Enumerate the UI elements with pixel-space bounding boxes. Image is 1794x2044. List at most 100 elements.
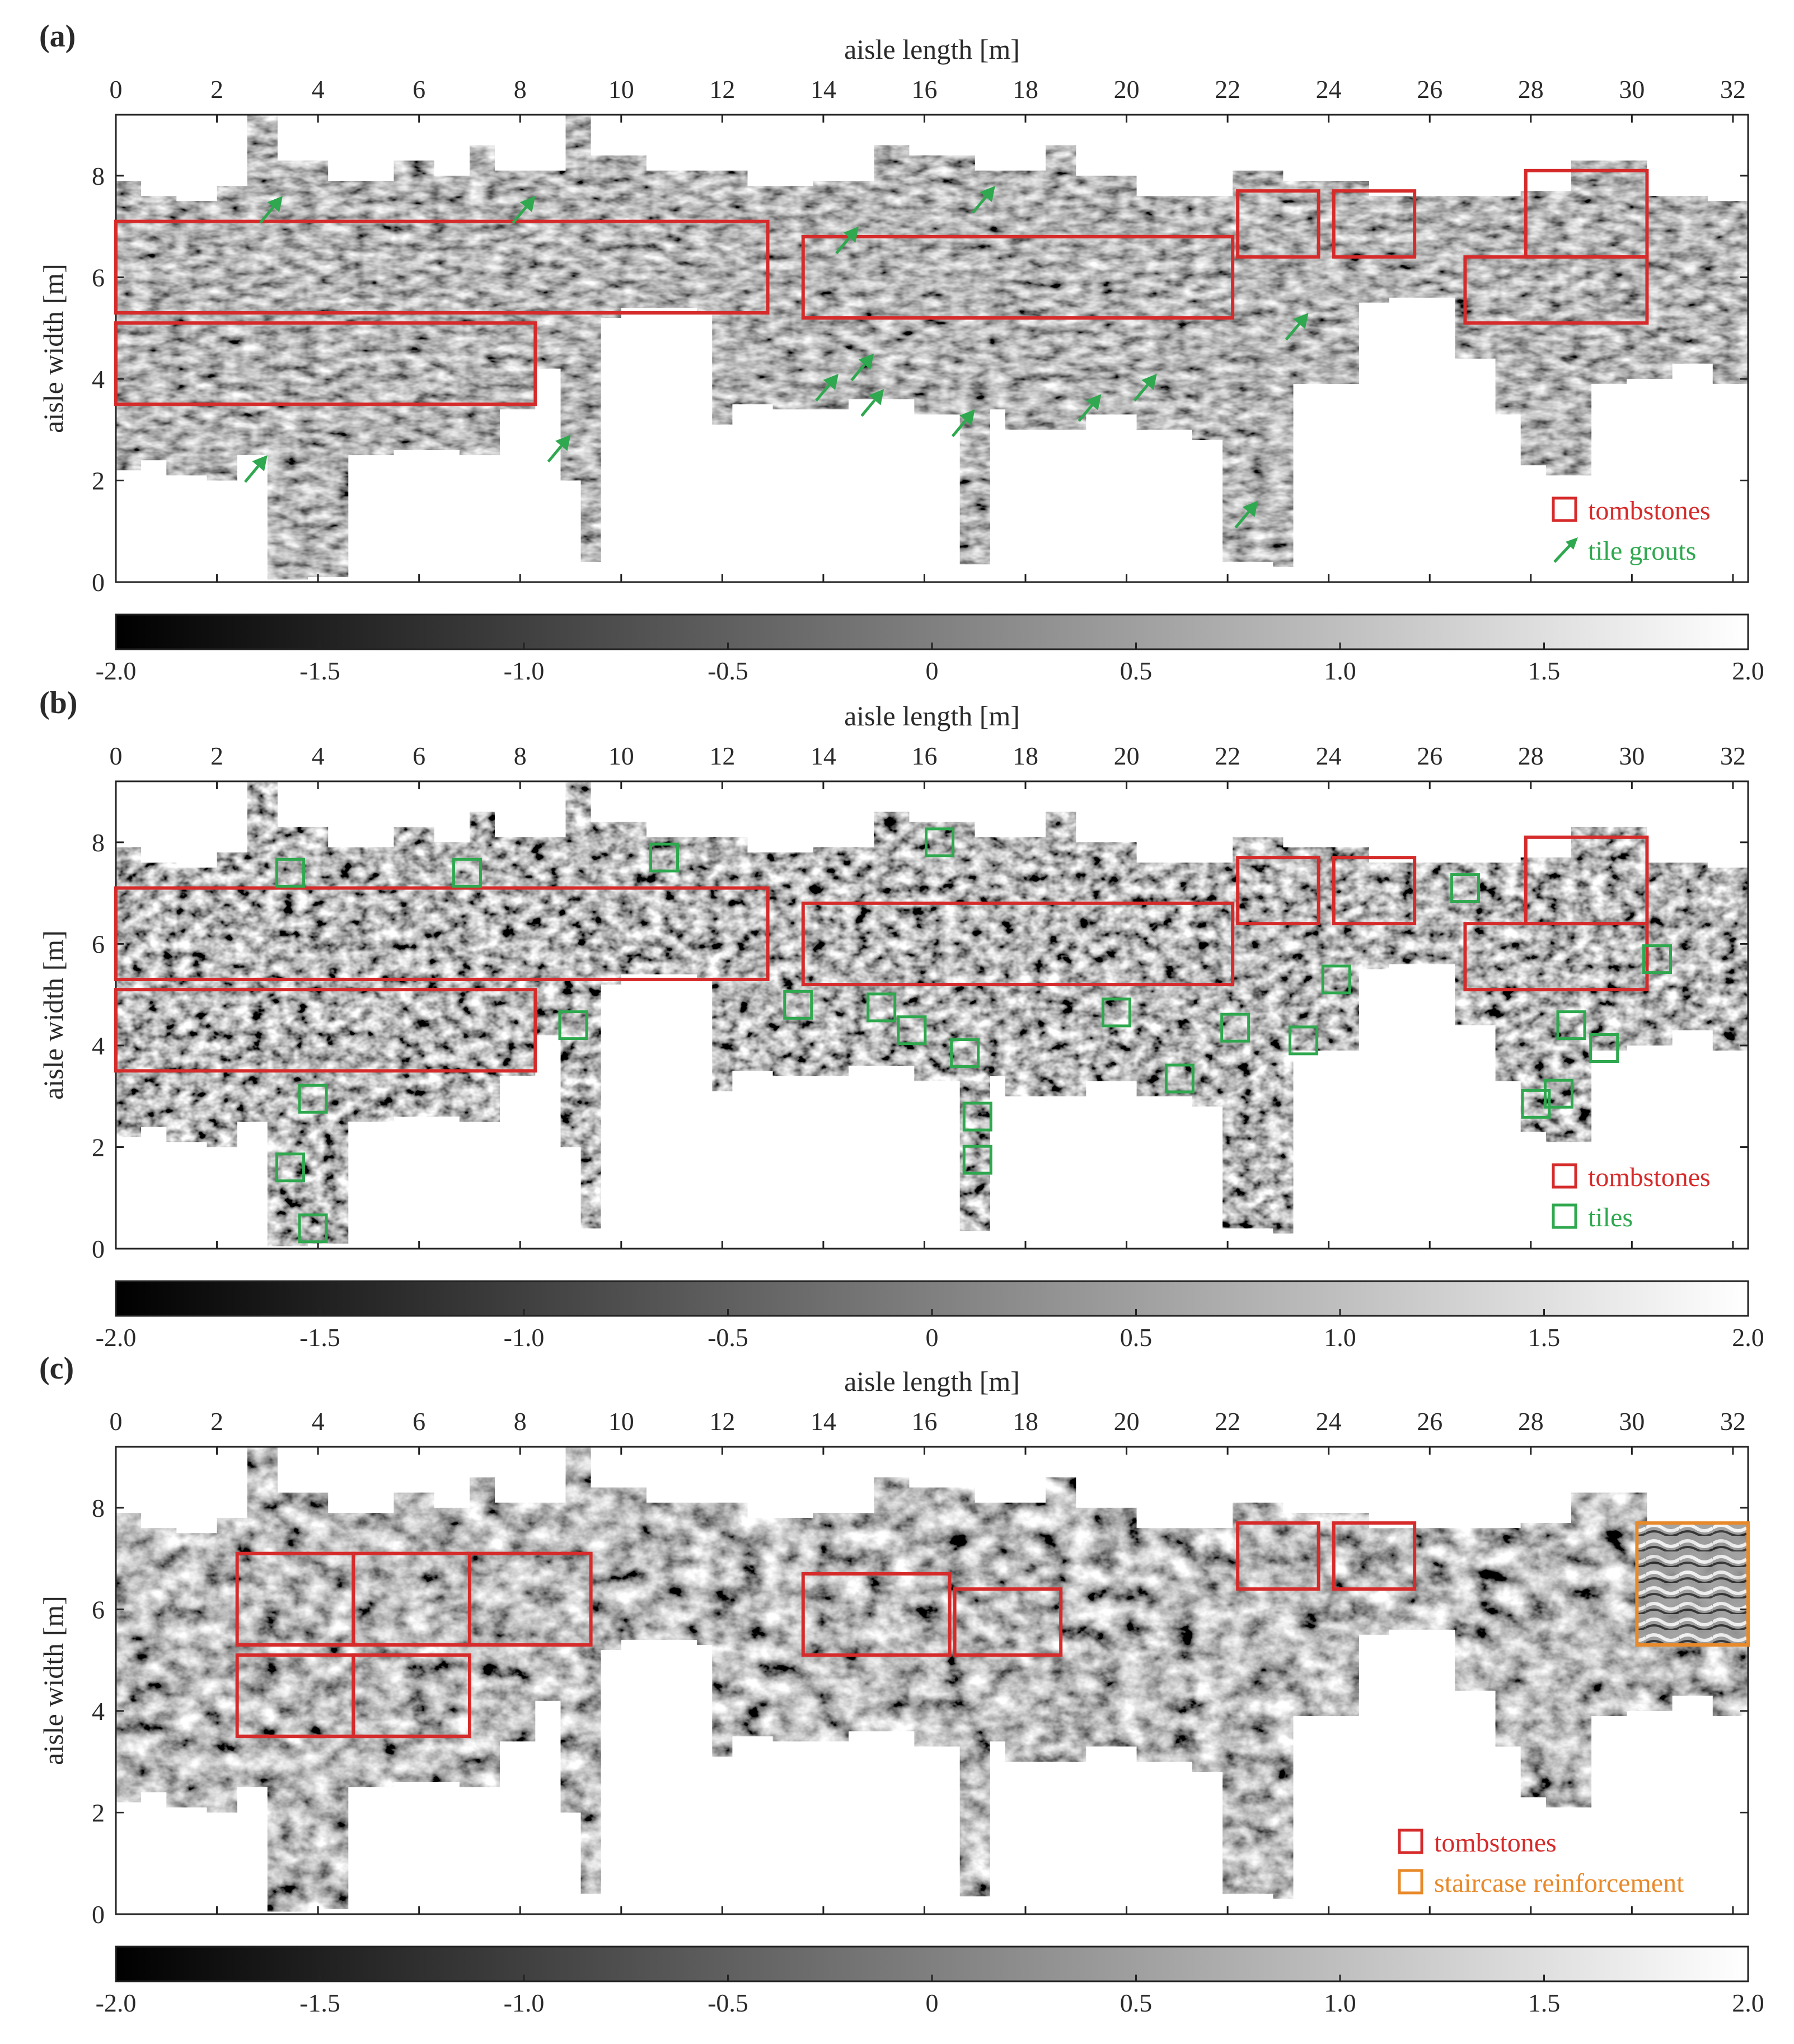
legend-swatch xyxy=(1552,1163,1577,1189)
x-axis-label: aisle length [m] xyxy=(844,1366,1020,1397)
tile-box xyxy=(275,1152,305,1183)
y-tick-label: 8 xyxy=(92,162,105,190)
panel-label: (a) xyxy=(39,19,76,54)
tile-box xyxy=(649,842,680,873)
staircase-texture xyxy=(1637,1523,1748,1645)
tile-box xyxy=(298,1084,328,1114)
legend-arrow xyxy=(1553,544,1571,563)
x-tick-label: 0 xyxy=(110,1407,123,1436)
grout-arrow-head xyxy=(519,196,536,213)
x-tick-label: 12 xyxy=(709,1407,735,1436)
y-tick-label: 2 xyxy=(92,1133,105,1161)
tile-box xyxy=(1642,944,1672,974)
y-tick-label: 6 xyxy=(92,1595,105,1624)
gpr-amplitude-map xyxy=(116,1447,1748,1912)
tile-box xyxy=(452,857,482,888)
x-tick-label: 6 xyxy=(413,742,425,770)
legend-arrow-head xyxy=(1566,537,1578,550)
colorbar-tick-label: 1.5 xyxy=(1528,657,1561,685)
gpr-amplitude-map xyxy=(116,781,1748,1246)
colorbar-tick-label: -2.0 xyxy=(96,657,137,685)
grout-arrow-shaft xyxy=(835,237,851,255)
grout-arrow-head xyxy=(823,373,839,390)
grout-arrow-shaft xyxy=(971,196,987,214)
x-tick-label: 32 xyxy=(1720,75,1746,104)
grout-arrow-head xyxy=(858,353,874,370)
tombstone-box xyxy=(352,1653,471,1738)
grout-arrow-head xyxy=(1086,394,1102,411)
tile-box xyxy=(1321,964,1351,995)
colorbar-tick-label: 2.0 xyxy=(1732,657,1764,685)
legend-swatch xyxy=(1398,1869,1423,1895)
tombstone-box xyxy=(801,901,1235,987)
grout-arrow-head xyxy=(252,455,268,472)
legend-label: tiles xyxy=(1588,1203,1633,1232)
x-tick-label: 32 xyxy=(1720,1407,1746,1436)
tile-box xyxy=(866,992,897,1023)
x-tick-label: 20 xyxy=(1114,742,1140,770)
x-tick-label: 16 xyxy=(911,742,937,770)
y-tick-label: 8 xyxy=(92,828,105,857)
y-axis-label: aisle width [m] xyxy=(38,1596,69,1765)
x-tick-label: 0 xyxy=(110,75,123,104)
x-tick-label: 8 xyxy=(514,742,527,770)
plot-frame xyxy=(115,1446,1749,1915)
grout-arrow-head xyxy=(868,389,884,406)
tombstone-box xyxy=(114,886,770,981)
colorbar-tick-label: 1.5 xyxy=(1528,1989,1561,2017)
tombstone-box xyxy=(114,219,770,315)
legend-label: tombstones xyxy=(1588,1162,1711,1192)
legend-label: tile grouts xyxy=(1588,536,1696,566)
grout-arrow-shaft xyxy=(1078,404,1093,422)
tile-box xyxy=(962,1101,992,1132)
x-tick-label: 8 xyxy=(514,1407,527,1436)
x-axis-label: aisle length [m] xyxy=(844,34,1020,65)
tile-box xyxy=(783,990,813,1020)
colorbar-tick-label: 1.0 xyxy=(1324,657,1356,685)
colorbar-tick-label: -0.5 xyxy=(708,657,748,685)
legend-swatch xyxy=(1398,1829,1423,1854)
tombstone-box xyxy=(1463,255,1649,325)
x-tick-label: 24 xyxy=(1316,1407,1342,1436)
tile-box xyxy=(1450,873,1480,903)
tile-box xyxy=(1521,1089,1551,1119)
x-tick-label: 8 xyxy=(514,75,527,104)
legend-label: staircase reinforcement xyxy=(1434,1868,1684,1898)
x-tick-label: 20 xyxy=(1114,1407,1140,1436)
tile-box xyxy=(275,857,305,888)
x-tick-label: 10 xyxy=(608,1407,634,1436)
x-tick-label: 26 xyxy=(1417,75,1442,104)
tombstone-box xyxy=(114,988,537,1073)
x-tick-label: 22 xyxy=(1215,1407,1240,1436)
colorbar-tick-label: 2.0 xyxy=(1732,1989,1764,2017)
colorbar-tick-label: -1.0 xyxy=(504,1989,545,2017)
tile-box xyxy=(1220,1012,1250,1043)
tile-box xyxy=(558,1010,588,1040)
colorbar-tick-label: 0 xyxy=(926,1323,939,1352)
grout-arrow-shaft xyxy=(243,465,260,483)
colorbar-tick-label: 1.5 xyxy=(1528,1323,1561,1352)
colorbar-tick-label: 2.0 xyxy=(1732,1323,1764,1352)
grout-arrow-shaft xyxy=(547,445,563,463)
grout-arrow-shaft xyxy=(860,399,876,417)
colorbar-tick-label: 0.5 xyxy=(1120,657,1153,685)
x-tick-label: 12 xyxy=(709,75,735,104)
colorbar-tick-label: -2.0 xyxy=(96,1323,137,1352)
legend-swatch xyxy=(1552,1203,1577,1229)
x-tick-label: 16 xyxy=(911,1407,937,1436)
x-tick-label: 24 xyxy=(1316,75,1342,104)
grout-arrow-shaft xyxy=(259,206,275,224)
tile-box xyxy=(1164,1063,1195,1094)
tombstone-box xyxy=(801,235,1235,320)
tombstone-box xyxy=(467,1551,593,1647)
tile-box xyxy=(1556,1010,1586,1040)
x-tick-label: 30 xyxy=(1619,742,1645,770)
x-tick-label: 4 xyxy=(312,1407,325,1436)
y-tick-label: 0 xyxy=(92,568,105,597)
tile-box xyxy=(1102,997,1132,1028)
x-tick-label: 18 xyxy=(1013,742,1038,770)
x-tick-label: 26 xyxy=(1417,742,1442,770)
